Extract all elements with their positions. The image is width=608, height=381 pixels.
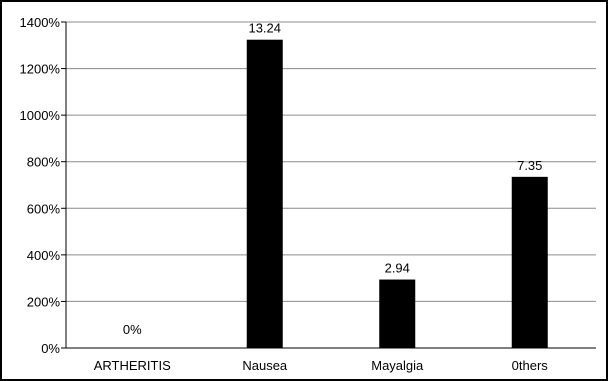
y-tick-label: 0% xyxy=(41,341,60,356)
data-label: 2.94 xyxy=(385,261,410,276)
x-category-label: 0thers xyxy=(512,358,549,373)
bar-others xyxy=(511,176,548,348)
y-tick-label: 1400% xyxy=(20,15,61,30)
bar-mayalgia xyxy=(379,279,416,348)
x-axis-categories: ARTHERITIS Nausea Mayalgia 0thers xyxy=(94,358,549,373)
x-category-label: Nausea xyxy=(242,358,288,373)
y-tick-label: 400% xyxy=(27,248,61,263)
y-tick-label: 1200% xyxy=(20,62,61,77)
x-category-label: ARTHERITIS xyxy=(94,358,171,373)
data-label: 0% xyxy=(123,322,142,337)
x-category-label: Mayalgia xyxy=(371,358,424,373)
gridlines xyxy=(66,21,596,302)
data-labels: 0% 13.24 2.94 7.35 xyxy=(123,21,543,337)
y-tick-label: 1000% xyxy=(20,108,61,123)
y-tick-label: 600% xyxy=(27,201,61,216)
bars xyxy=(246,39,548,348)
y-tick-label: 800% xyxy=(27,155,61,170)
data-label: 13.24 xyxy=(248,21,281,36)
y-tick-label: 200% xyxy=(27,294,61,309)
bar-nausea xyxy=(246,39,283,348)
data-label: 7.35 xyxy=(517,158,542,173)
y-axis-ticks: 0% 200% 400% 600% 800% 1000% 1200% 1400% xyxy=(20,15,66,356)
